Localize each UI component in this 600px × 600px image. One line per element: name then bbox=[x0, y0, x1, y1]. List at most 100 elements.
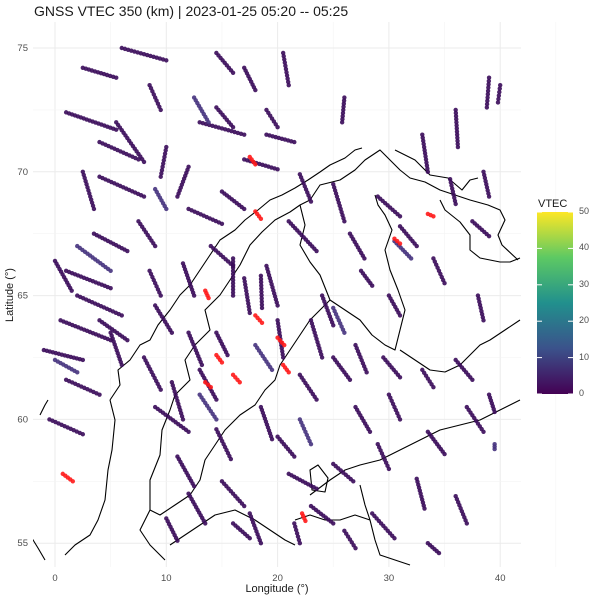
vtec-point bbox=[351, 479, 356, 484]
vtec-track-low bbox=[297, 172, 314, 204]
vtec-point bbox=[282, 342, 287, 348]
vtec-track-low bbox=[358, 268, 375, 288]
vtec-point bbox=[175, 538, 180, 543]
vtec-track-low bbox=[381, 355, 403, 380]
vtec-track-low bbox=[264, 263, 280, 308]
vtec-point bbox=[492, 409, 497, 415]
vtec-track-mid bbox=[197, 392, 219, 422]
vtec-track-high bbox=[253, 209, 264, 222]
vtec-track-low bbox=[41, 347, 86, 363]
vtec-point bbox=[119, 313, 124, 318]
vtec-point bbox=[158, 107, 163, 113]
vtec-track-low bbox=[97, 318, 130, 343]
vtec-point bbox=[319, 355, 325, 360]
colorbar-ticks bbox=[537, 211, 573, 395]
vtec-point bbox=[158, 174, 163, 179]
x-tick-label: 40 bbox=[495, 573, 506, 584]
vtec-track-high bbox=[203, 288, 211, 301]
vtec-track-low bbox=[420, 367, 436, 390]
vtec-track-low bbox=[331, 355, 353, 382]
vtec-track-low bbox=[147, 82, 163, 113]
vtec-track-low bbox=[247, 511, 264, 546]
vtec-point bbox=[484, 101, 490, 107]
vtec-point bbox=[242, 132, 247, 137]
vtec-point bbox=[497, 89, 502, 95]
vtec-track-low bbox=[108, 330, 124, 368]
vtec-point bbox=[347, 377, 353, 382]
vtec-point bbox=[206, 295, 211, 301]
vtec-point bbox=[219, 221, 225, 226]
vtec-point bbox=[230, 259, 236, 264]
vtec-point bbox=[414, 243, 419, 249]
vtec-point bbox=[141, 159, 147, 165]
vtec-track-low bbox=[219, 189, 247, 212]
vtec-track-low bbox=[375, 194, 403, 219]
vtec-point bbox=[269, 367, 275, 373]
vtec-point bbox=[308, 441, 314, 447]
vtec-point bbox=[163, 148, 168, 153]
vtec-track-low bbox=[158, 144, 169, 179]
vtec-track-low bbox=[447, 177, 458, 207]
vtec-point bbox=[486, 75, 492, 80]
vtec-point bbox=[180, 417, 186, 422]
vtec-point bbox=[258, 216, 264, 222]
vtec-point bbox=[169, 330, 175, 335]
vtec-point bbox=[397, 214, 403, 219]
x-tick-label: 10 bbox=[161, 573, 172, 584]
vtec-track-high bbox=[299, 511, 308, 524]
vtec-point bbox=[158, 387, 163, 392]
vtec-point bbox=[422, 506, 427, 511]
vtec-track-high bbox=[280, 362, 291, 375]
vtec-track-low bbox=[331, 461, 356, 484]
vtec-track-low bbox=[347, 231, 367, 261]
vtec-track-low bbox=[353, 342, 369, 375]
vtec-point bbox=[292, 454, 297, 459]
colorbar-tick-label: 30 bbox=[579, 278, 590, 289]
vtec-point bbox=[119, 362, 124, 368]
vtec-point bbox=[125, 337, 130, 343]
vtec-track-mid bbox=[392, 238, 414, 261]
vtec-track-low bbox=[386, 293, 403, 318]
vtec-point bbox=[314, 486, 319, 491]
vtec-point bbox=[159, 171, 164, 176]
vtec-point bbox=[247, 310, 252, 316]
vtec-point bbox=[97, 392, 102, 397]
colorbar bbox=[537, 212, 573, 394]
vtec-point bbox=[242, 503, 247, 509]
vtec-track-low bbox=[214, 330, 230, 358]
vtec-track-low bbox=[258, 404, 275, 442]
vtec-point bbox=[397, 313, 403, 318]
vtec-point bbox=[214, 417, 219, 422]
vtec-point bbox=[286, 370, 291, 375]
vtec-point bbox=[237, 380, 242, 385]
vtec-track-mid bbox=[331, 305, 347, 335]
vtec-point bbox=[199, 362, 205, 368]
vtec-point bbox=[353, 545, 358, 551]
vtec-point bbox=[164, 58, 169, 63]
vtec-point bbox=[486, 82, 491, 87]
vtec-point bbox=[297, 541, 303, 546]
vtec-track-low bbox=[308, 318, 325, 360]
vtec-track-low bbox=[453, 107, 461, 150]
x-tick-labels: 0 10 20 30 40 bbox=[52, 573, 505, 584]
vtec-point bbox=[158, 293, 163, 298]
vtec-point bbox=[442, 281, 447, 286]
vtec-track-low bbox=[242, 276, 252, 316]
vtec-point bbox=[230, 293, 236, 298]
vtec-point bbox=[280, 355, 286, 360]
vtec-point bbox=[141, 194, 147, 199]
vtec-point bbox=[436, 550, 442, 556]
vtec-track-low bbox=[219, 479, 247, 509]
vtec-point bbox=[259, 320, 265, 326]
vtec-track-low bbox=[453, 357, 475, 382]
vtec-track-low bbox=[397, 224, 419, 249]
vtec-track-low bbox=[242, 65, 258, 93]
x-tick-label: 0 bbox=[52, 573, 57, 584]
vtec-point bbox=[175, 194, 180, 199]
vtec-track-low bbox=[63, 110, 119, 132]
colorbar-tick-label: 20 bbox=[579, 315, 590, 326]
vtec-point bbox=[484, 105, 490, 110]
vtec-track-low bbox=[175, 164, 191, 199]
vtec-track-low bbox=[375, 441, 392, 472]
